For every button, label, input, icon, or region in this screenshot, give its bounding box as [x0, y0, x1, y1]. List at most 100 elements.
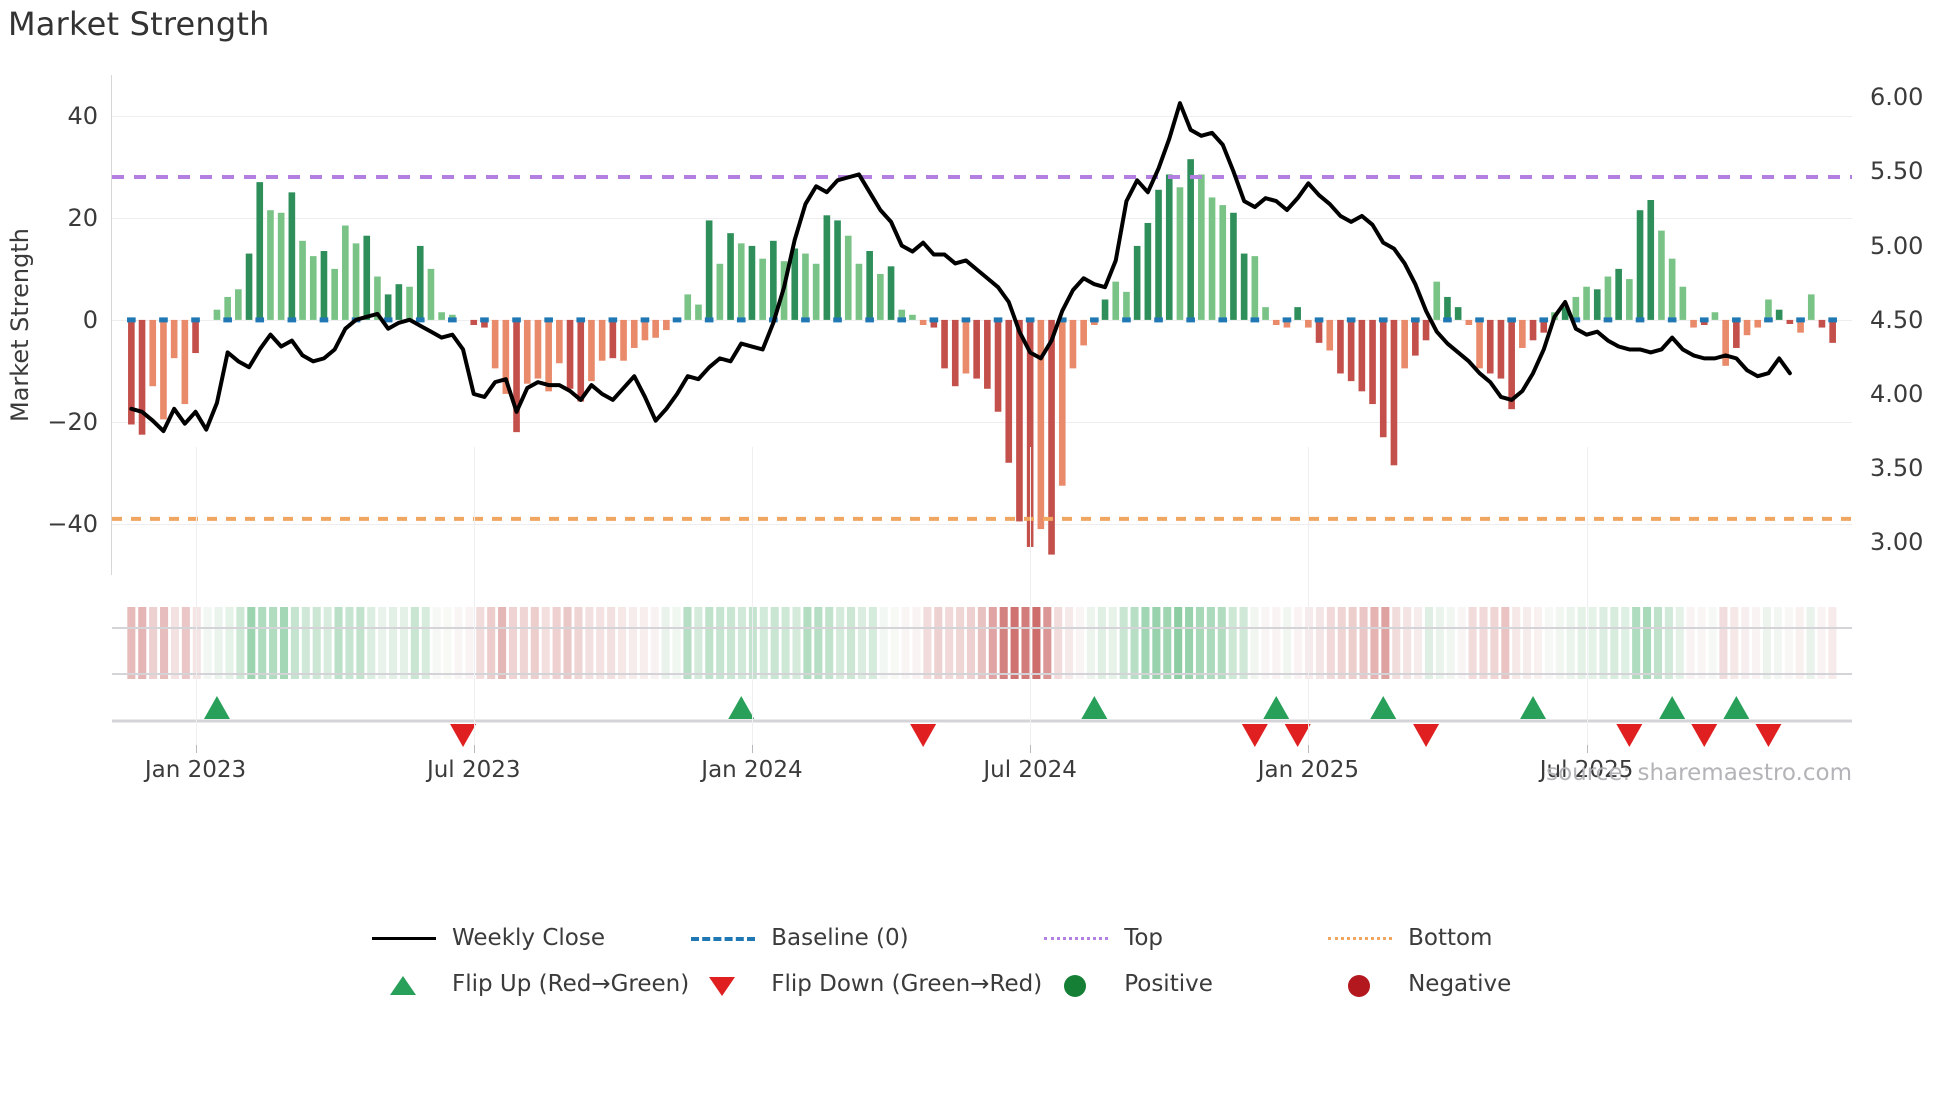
flip-up-marker[interactable]	[1081, 696, 1108, 719]
strength-bar	[1155, 189, 1162, 320]
flip-up-marker[interactable]	[1659, 696, 1686, 719]
heatmap-cell	[1664, 607, 1673, 679]
heatmap-cell	[1032, 607, 1041, 679]
strength-bar	[951, 319, 959, 387]
flip-down-marker[interactable]	[1691, 724, 1718, 747]
heatmap-cell	[1283, 607, 1292, 679]
legend-bottom[interactable]: Bottom	[1326, 925, 1610, 951]
heatmap-cell	[672, 607, 681, 679]
flip-down-marker[interactable]	[450, 724, 477, 747]
legend-weekly-close[interactable]: Weekly Close	[370, 925, 689, 951]
heatmap-cell	[825, 607, 834, 679]
heatmap-cell	[1784, 607, 1793, 679]
legend-flip-down[interactable]: Flip Down (Green→Red)	[689, 971, 1042, 997]
flip-down-marker[interactable]	[1616, 724, 1643, 747]
strength-bar	[1369, 319, 1376, 405]
heatmap-cell	[1435, 607, 1444, 679]
legend-label: Flip Down (Green→Red)	[771, 971, 1043, 997]
strength-bar	[748, 245, 756, 320]
strength-bar	[1519, 319, 1526, 348]
strength-bar	[1219, 205, 1227, 320]
gridline-h	[112, 115, 1852, 117]
legend-label: Weekly Close	[452, 925, 605, 951]
strength-bar	[877, 273, 884, 320]
strength-bar	[1465, 319, 1473, 325]
heatmap-cell	[1533, 607, 1543, 679]
triangle-up-icon	[390, 976, 416, 995]
strength-bar	[138, 319, 146, 435]
strength-bar	[192, 319, 199, 354]
y-tick-left: −40	[47, 509, 98, 538]
strength-bar	[342, 225, 349, 320]
strength-bar	[598, 319, 606, 361]
strength-bar	[1048, 319, 1055, 555]
legend-baseline[interactable]: Baseline (0)	[689, 925, 1042, 951]
legend-key	[1326, 971, 1394, 997]
heatmap-cell	[378, 607, 387, 679]
heatmap-cell	[312, 607, 321, 679]
strength-bar	[256, 182, 264, 320]
x-gridline	[195, 447, 197, 745]
legend-label: Bottom	[1408, 925, 1493, 951]
heatmap-cell	[1730, 607, 1739, 679]
x-tick-label: Jul 2025	[1539, 757, 1634, 783]
flip-down-marker[interactable]	[1284, 724, 1311, 747]
heatmap-cell	[1708, 607, 1717, 679]
legend-flip-up[interactable]: Flip Up (Red→Green)	[370, 971, 689, 997]
flip-down-marker[interactable]	[1755, 724, 1782, 747]
heatmap-cell	[1152, 607, 1161, 679]
x-tick-mark	[1308, 745, 1310, 753]
strength-bar	[770, 240, 777, 320]
page-title: Market Strength	[8, 5, 270, 43]
flip-up-marker[interactable]	[1520, 696, 1547, 719]
heatmap-cell	[1010, 607, 1019, 679]
strength-bar	[663, 319, 670, 331]
heatmap-cell	[868, 607, 877, 679]
legend-top[interactable]: Top	[1042, 925, 1326, 951]
heatmap-cell	[792, 607, 801, 679]
heatmap-cell	[1348, 607, 1357, 679]
strength-bar	[1593, 289, 1601, 320]
strength-bar	[1101, 299, 1109, 320]
strength-bar	[791, 248, 799, 320]
strength-bar	[1165, 174, 1173, 320]
flip-up-marker[interactable]	[1370, 696, 1397, 719]
heatmap-cell	[574, 607, 583, 679]
x-tick-mark	[1586, 745, 1588, 753]
heatmap-cell	[1643, 607, 1652, 679]
heatmap-cell	[508, 607, 518, 679]
flip-up-marker[interactable]	[203, 696, 230, 719]
strength-bar	[684, 294, 692, 320]
strength-bar	[309, 256, 317, 320]
heatmap-cell	[1555, 607, 1564, 679]
legend-positive[interactable]: Positive	[1042, 971, 1326, 997]
strength-bar	[1508, 319, 1515, 410]
heatmap-cell	[214, 607, 223, 679]
strength-bar	[866, 251, 873, 320]
strength-bar	[438, 312, 445, 320]
flip-up-marker[interactable]	[1723, 696, 1750, 719]
heatmap-cell	[1261, 607, 1270, 679]
legend-key	[1042, 925, 1110, 951]
legend-negative[interactable]: Negative	[1326, 971, 1610, 997]
flip-up-marker[interactable]	[728, 696, 755, 719]
x-tick-mark	[1030, 745, 1032, 753]
flip-down-marker[interactable]	[1413, 724, 1440, 747]
strength-bar	[1754, 319, 1762, 328]
heatmap-cell	[367, 607, 376, 679]
heatmap-cell	[1228, 607, 1237, 679]
strength-bar	[898, 309, 906, 320]
flip-down-marker[interactable]	[1241, 724, 1268, 747]
strength-bar	[1561, 307, 1569, 320]
flip-up-marker[interactable]	[1263, 696, 1290, 719]
heatmap-cell	[127, 607, 136, 679]
heatmap-cell	[1206, 607, 1215, 679]
heatmap-cell	[1686, 607, 1695, 679]
strength-bar	[149, 319, 157, 387]
strength-bar	[844, 235, 852, 320]
heatmap-cell	[192, 607, 201, 679]
flip-down-marker[interactable]	[910, 724, 937, 747]
heatmap-cell	[1239, 607, 1248, 679]
x-tick-mark	[751, 745, 753, 753]
strength-bar	[566, 319, 574, 389]
